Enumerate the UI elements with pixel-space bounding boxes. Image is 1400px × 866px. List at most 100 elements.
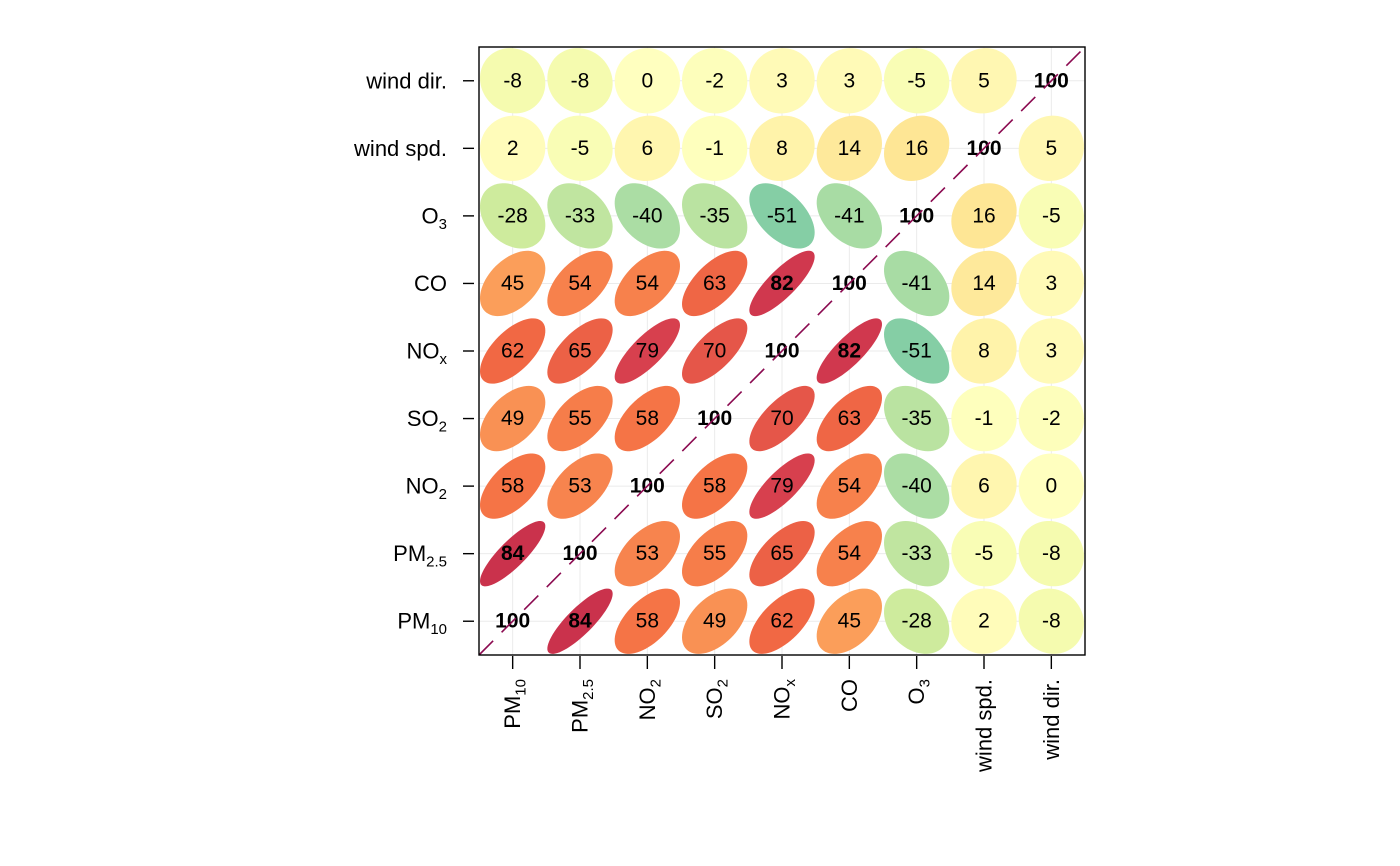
correlation-value-label: 8 (978, 340, 990, 363)
correlation-ellipse (1018, 115, 1084, 181)
correlation-value-label: 0 (1045, 475, 1057, 498)
correlation-ellipse (547, 48, 613, 114)
correlation-value-label: 58 (636, 610, 659, 633)
correlation-ellipse (1018, 453, 1084, 519)
correlation-value-label: -8 (503, 69, 522, 92)
correlation-value-label: 58 (636, 407, 659, 430)
correlation-value-label: -51 (767, 204, 797, 227)
correlation-ellipse (1018, 521, 1084, 587)
correlation-value-label: 45 (838, 610, 861, 633)
correlation-value-label: 54 (838, 475, 862, 498)
correlation-ellipse (682, 318, 748, 384)
correlation-ellipse (884, 48, 950, 114)
correlation-value-label: 5 (1045, 137, 1057, 160)
correlation-value-label: 63 (838, 407, 861, 430)
x-axis-tick-label: NOx (770, 679, 800, 720)
correlation-ellipse (682, 183, 748, 249)
correlation-value-label: 6 (641, 137, 653, 160)
correlation-ellipse (951, 385, 1017, 452)
correlation-value-label: 16 (905, 137, 928, 160)
y-axis-tick-label: wind dir. (365, 68, 447, 93)
correlation-ellipse (614, 521, 680, 587)
correlation-value-label: -40 (632, 204, 662, 227)
correlation-value-label: 2 (507, 137, 519, 160)
correlation-ellipse (682, 48, 748, 114)
correlation-value-label: 3 (1045, 340, 1057, 363)
correlation-ellipse (614, 115, 680, 181)
x-axis-tick-label: CO (837, 679, 862, 712)
correlation-value-label: 53 (568, 475, 591, 498)
correlation-value-label: 82 (770, 272, 793, 295)
correlation-value-label: 6 (978, 475, 990, 498)
correlation-ellipse (682, 588, 748, 654)
correlation-value-label: -5 (571, 137, 590, 160)
correlation-value-label: 54 (838, 542, 862, 565)
plot-frame (478, 46, 1086, 656)
correlation-ellipse (682, 453, 748, 519)
correlation-ellipse (816, 453, 882, 519)
correlation-value-label: 3 (843, 69, 855, 92)
correlation-ellipse (614, 48, 680, 114)
correlation-ellipse (951, 183, 1017, 249)
correlation-ellipse (951, 453, 1017, 519)
correlation-ellipse (816, 183, 882, 249)
correlation-ellipse (547, 318, 613, 384)
correlation-value-label: 54 (568, 272, 592, 295)
correlation-ellipse (749, 588, 815, 654)
correlation-value-label: 62 (770, 610, 793, 633)
correlation-value-label: 45 (501, 272, 524, 295)
correlation-value-label: -51 (901, 340, 931, 363)
correlation-value-label: 70 (703, 340, 726, 363)
correlation-ellipse (749, 48, 815, 114)
correlation-value-label: -33 (565, 204, 595, 227)
correlation-ellipse (547, 385, 613, 452)
correlation-value-label: -28 (497, 204, 527, 227)
correlation-value-label: -8 (1042, 542, 1061, 565)
correlation-ellipse (480, 521, 546, 587)
correlation-value-label: 53 (636, 542, 659, 565)
x-axis-tick-label: PM10 (500, 679, 530, 729)
correlation-ellipse (816, 115, 882, 181)
x-axis-tick-label: NO2 (635, 679, 665, 720)
y-axis-tick-label: NOx (407, 339, 448, 369)
correlation-ellipse (1018, 183, 1084, 249)
correlation-ellipse (749, 250, 815, 317)
correlation-value-label: 14 (838, 137, 862, 160)
correlation-ellipse (547, 115, 613, 181)
correlation-value-label: -33 (901, 542, 931, 565)
correlation-value-label: 0 (641, 69, 653, 92)
correlation-ellipse (749, 183, 815, 249)
correlation-ellipse (547, 183, 613, 249)
correlation-value-label: 55 (703, 542, 726, 565)
correlation-value-label: -8 (571, 69, 590, 92)
x-axis-tick-label: wind dir. (1039, 679, 1064, 761)
y-axis-tick-label: SO2 (407, 406, 447, 436)
correlation-value-label: -8 (1042, 610, 1061, 633)
correlation-value-label: 58 (501, 475, 524, 498)
correlation-value-label: 2 (978, 610, 990, 633)
correlation-value-label: 3 (1045, 272, 1057, 295)
correlation-value-label: 8 (776, 137, 788, 160)
correlation-value-label: 79 (770, 475, 793, 498)
correlation-ellipse (884, 521, 950, 587)
correlation-ellipse (884, 115, 950, 181)
correlation-value-label: -2 (1042, 407, 1061, 430)
correlation-ellipse (951, 250, 1017, 317)
correlation-ellipse (480, 48, 546, 114)
correlation-ellipse (614, 385, 680, 452)
correlation-ellipse (884, 318, 950, 384)
correlation-ellipse (614, 183, 680, 249)
correlation-ellipse (749, 115, 815, 181)
correlation-value-label: 65 (568, 340, 591, 363)
correlation-ellipse (884, 250, 950, 317)
correlation-value-label: 55 (568, 407, 591, 430)
correlation-value-label: 3 (776, 69, 788, 92)
correlation-ellipse (884, 588, 950, 654)
correlation-ellipse (749, 385, 815, 452)
correlation-ellipse (547, 588, 613, 654)
correlation-ellipse (682, 250, 748, 317)
correlation-value-label: 5 (978, 69, 990, 92)
correlation-value-label: 16 (972, 204, 995, 227)
correlation-value-label: -40 (901, 475, 931, 498)
correlation-ellipse (816, 318, 882, 384)
